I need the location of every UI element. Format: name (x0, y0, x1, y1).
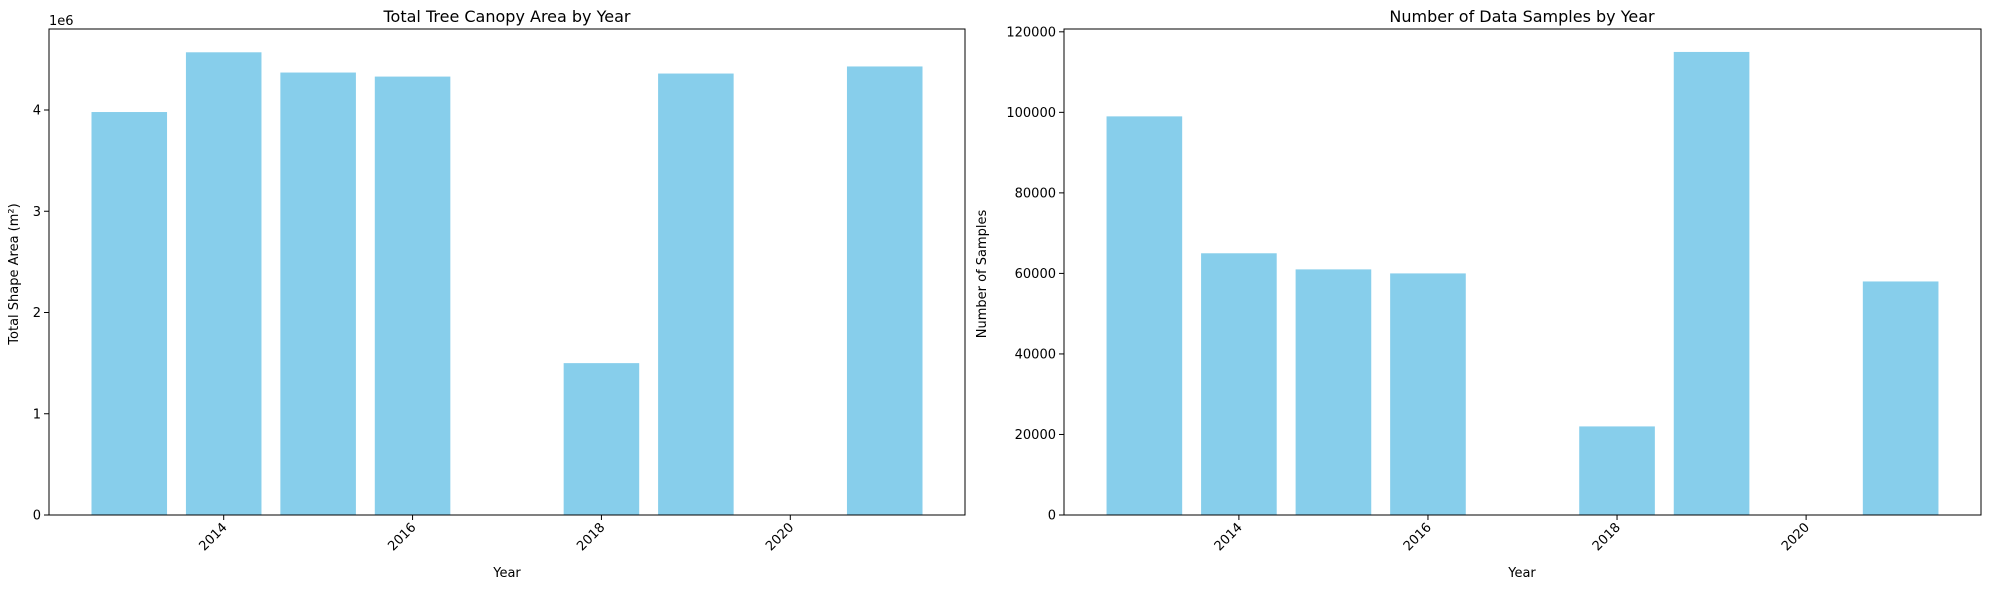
x-tick-label: 2016 (1401, 520, 1435, 554)
sample-count-chart: Number of Data Samples by Year Number of… (975, 7, 1982, 581)
bar (1295, 269, 1372, 515)
bar (1201, 253, 1277, 515)
y-ticks: 0 1 2 3 4 (33, 104, 49, 524)
canopy-area-chart: Total Tree Canopy Area by Year 1e6 Total… (7, 7, 966, 581)
bar (374, 76, 451, 516)
x-ticks: 2014 2016 2018 2020 (1212, 515, 1813, 554)
y-tick-label: 4 (33, 104, 41, 119)
y-tick-label: 60000 (1015, 267, 1056, 282)
y-tick-label: 2 (33, 306, 41, 321)
x-axis-label: Year (492, 566, 521, 581)
x-ticks: 2014 2016 2018 2020 (197, 515, 797, 554)
y-axis-label: Total Shape Area (m²) (7, 203, 22, 345)
y-offset-text: 1e6 (49, 14, 74, 29)
x-tick-label: 2014 (197, 520, 231, 554)
bar (563, 363, 640, 515)
chart-title: Total Tree Canopy Area by Year (383, 7, 631, 26)
bar (1106, 116, 1183, 516)
bar (658, 73, 734, 516)
x-tick-label: 2020 (763, 520, 797, 554)
x-tick-label: 2020 (1779, 520, 1813, 554)
x-tick-label: 2018 (574, 520, 608, 554)
plot-frame (48, 28, 966, 516)
bars (91, 52, 923, 516)
x-axis-label: Year (1507, 566, 1536, 581)
x-tick-label: 2016 (385, 520, 419, 554)
bar (91, 112, 168, 516)
y-tick-label: 0 (33, 509, 41, 524)
chart-title: Number of Data Samples by Year (1389, 7, 1655, 26)
y-tick-label: 1 (33, 407, 41, 422)
bar (185, 52, 262, 515)
y-tick-label: 80000 (1015, 186, 1056, 201)
x-tick-label: 2014 (1212, 520, 1246, 554)
y-tick-label: 100000 (1006, 106, 1056, 121)
y-ticks: 0 20000 40000 60000 80000 100000 120000 (1006, 25, 1064, 524)
bar (1579, 426, 1655, 515)
y-tick-label: 120000 (1006, 25, 1056, 40)
bar (1390, 273, 1466, 515)
y-tick-label: 40000 (1015, 347, 1056, 362)
x-tick-label: 2018 (1590, 520, 1624, 554)
bar (280, 72, 356, 515)
bar (1673, 51, 1750, 516)
plot-frame (1063, 28, 1982, 516)
bar (1862, 281, 1939, 515)
y-tick-label: 20000 (1015, 428, 1056, 443)
y-axis-label: Number of Samples (975, 210, 990, 339)
bars (1106, 51, 1939, 516)
y-tick-label: 3 (33, 205, 41, 220)
bar (846, 66, 923, 516)
y-tick-label: 0 (1048, 509, 1056, 524)
